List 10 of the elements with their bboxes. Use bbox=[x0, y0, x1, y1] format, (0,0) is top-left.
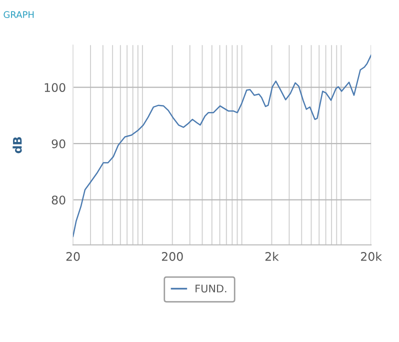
y-axis-title: dB bbox=[12, 137, 22, 154]
x-tick-label: 20 bbox=[66, 252, 80, 261]
y-tick-label: 80 bbox=[52, 196, 66, 205]
x-tick-label: 200 bbox=[162, 252, 183, 261]
x-tick-label: 20k bbox=[361, 252, 382, 261]
y-tick-label: 100 bbox=[44, 83, 66, 92]
y-tick-label: 90 bbox=[52, 139, 66, 148]
legend-label: FUND. bbox=[196, 284, 226, 292]
x-tick-label: 2k bbox=[265, 252, 279, 261]
chart-title: GRAPH bbox=[4, 11, 34, 18]
